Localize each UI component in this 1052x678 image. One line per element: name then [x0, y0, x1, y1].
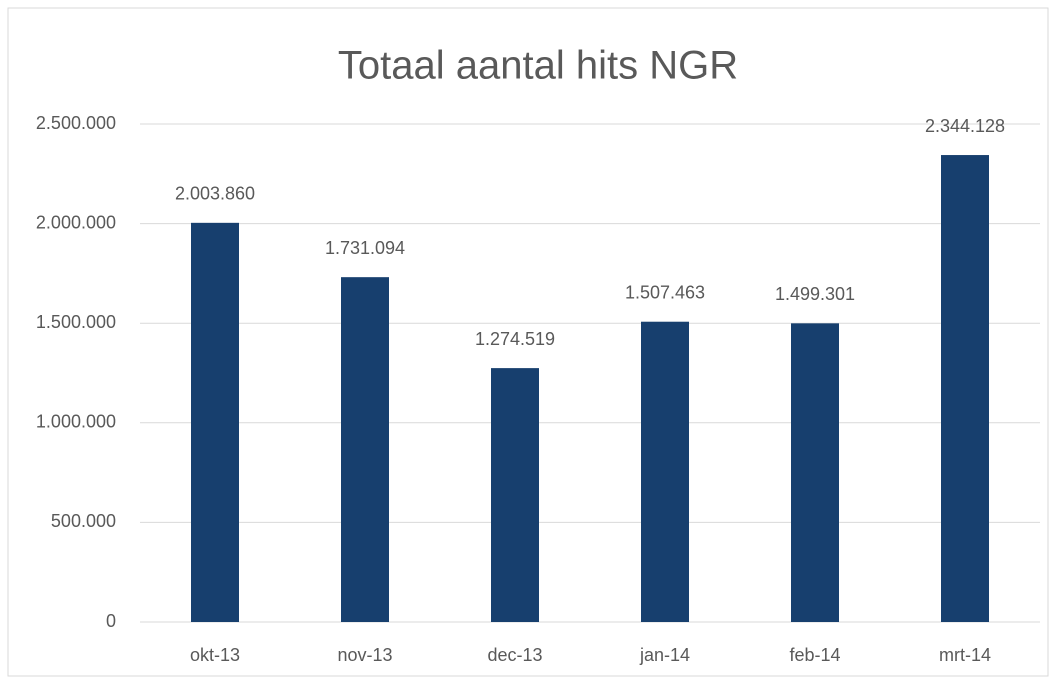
y-tick-label: 2.500.000	[36, 113, 116, 133]
bar	[791, 323, 839, 622]
bar	[341, 277, 389, 622]
y-tick-label: 500.000	[51, 511, 116, 531]
data-label: 1.507.463	[625, 282, 705, 302]
y-tick-label: 0	[106, 611, 116, 631]
x-tick-label: nov-13	[337, 645, 392, 665]
chart-title: Totaal aantal hits NGR	[338, 44, 738, 88]
x-tick-label: mrt-14	[939, 645, 991, 665]
x-tick-label: okt-13	[190, 645, 240, 665]
x-tick-label: dec-13	[487, 645, 542, 665]
data-label: 2.003.860	[175, 184, 255, 204]
data-label: 1.274.519	[475, 329, 555, 349]
y-tick-label: 1.500.000	[36, 312, 116, 332]
data-label: 1.499.301	[775, 284, 855, 304]
x-tick-label: jan-14	[639, 645, 690, 665]
bar	[641, 321, 689, 622]
bar	[491, 368, 539, 622]
data-label: 2.344.128	[925, 116, 1005, 136]
x-tick-label: feb-14	[789, 645, 840, 665]
y-tick-label: 2.000.000	[36, 212, 116, 232]
y-tick-label: 1.000.000	[36, 412, 116, 432]
bar	[191, 222, 239, 622]
data-label: 1.731.094	[325, 238, 405, 258]
bar	[941, 155, 989, 623]
